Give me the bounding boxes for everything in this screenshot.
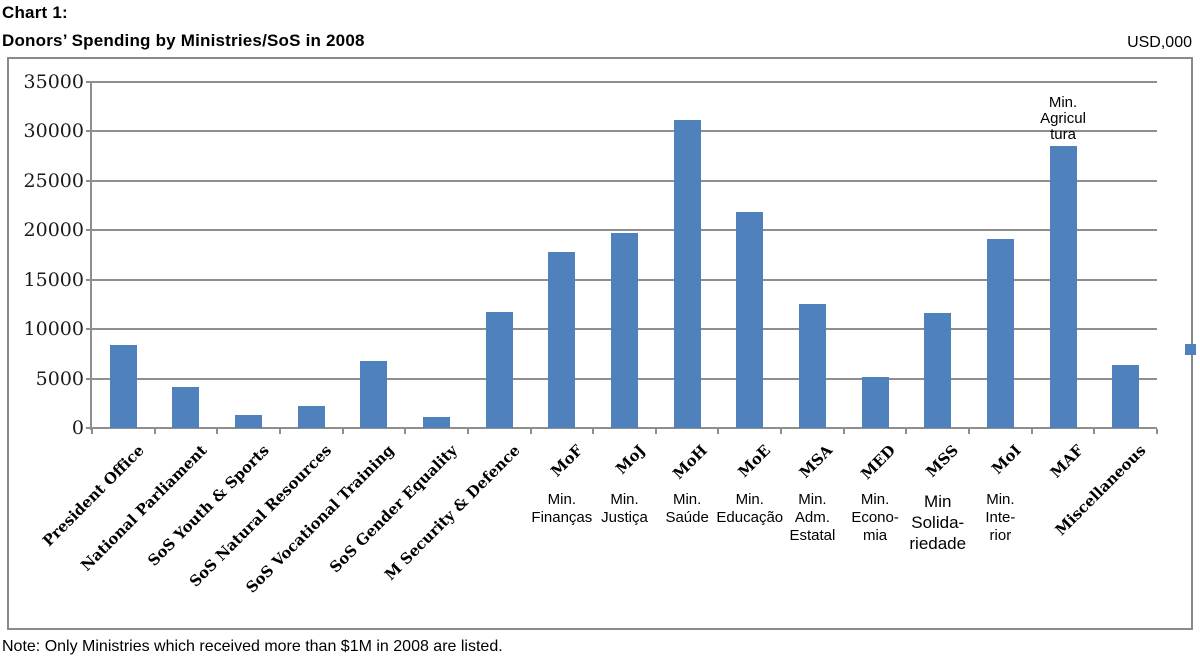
footnote: Note: Only Ministries which received mor… bbox=[2, 638, 503, 655]
unit-label: USD,000 bbox=[1127, 34, 1192, 51]
chart-title: Donors’ Spending by Ministries/SoS in 20… bbox=[2, 31, 365, 50]
chart-label: Chart 1: bbox=[2, 3, 68, 22]
legend-marker bbox=[1185, 344, 1196, 355]
chart-area-border bbox=[7, 57, 1193, 630]
